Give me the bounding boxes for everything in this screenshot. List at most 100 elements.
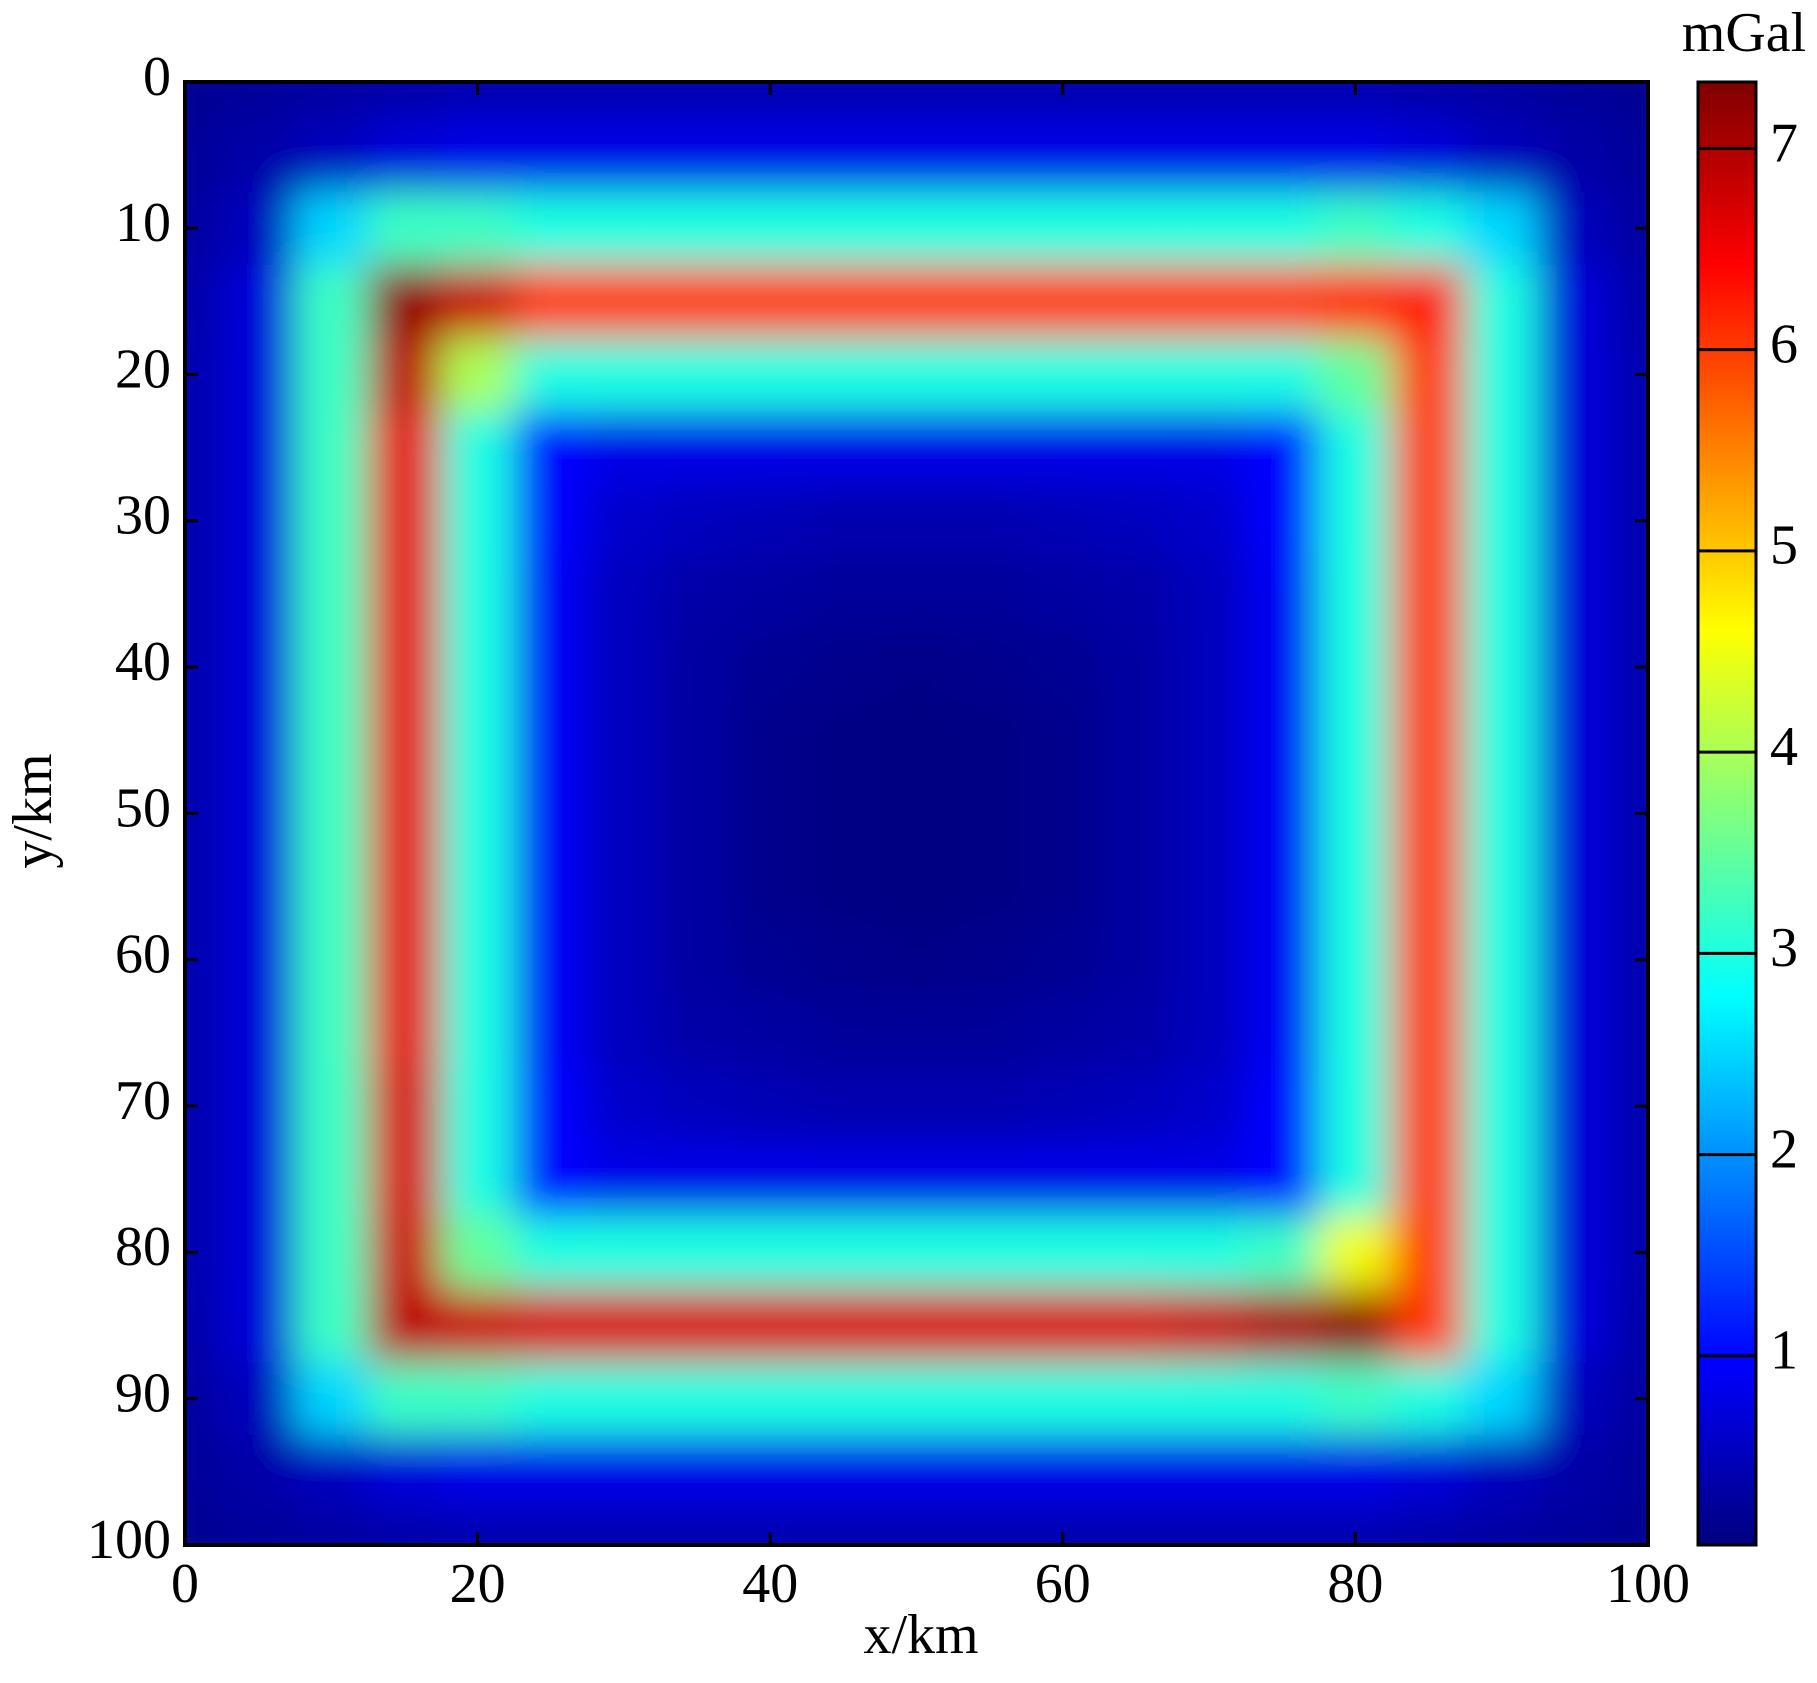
heatmap-cell: [1318, 776, 1393, 851]
heatmap-cell: [294, 1069, 369, 1144]
heatmap-cell: [1465, 996, 1539, 1071]
heatmap-cell: [806, 118, 881, 193]
heatmap-cell: [221, 484, 296, 558]
heatmap-cell: [441, 850, 515, 924]
heatmap-cell: [806, 1508, 881, 1545]
heatmap-cell: [441, 1435, 515, 1509]
heatmap-cell: [441, 1142, 515, 1217]
heatmap-cell: [587, 82, 661, 120]
heatmap-cell: [1099, 557, 1174, 632]
heatmap-cell: [1099, 484, 1174, 558]
heatmap-cell: [587, 1215, 661, 1290]
heatmap-cell: [1391, 703, 1466, 778]
heatmap-cell: [1391, 82, 1466, 120]
heatmap-cell: [221, 338, 296, 412]
plot-area: [185, 82, 1648, 1545]
heatmap-cell: [1026, 118, 1100, 193]
heatmap-cell: [1099, 630, 1174, 705]
heatmap-cell: [294, 118, 369, 193]
heatmap-cell: [733, 191, 808, 266]
heatmap-cell: [294, 630, 369, 705]
heatmap-cell: [1391, 996, 1466, 1071]
heatmap-cell: [1172, 264, 1247, 339]
heatmap-cell: [1099, 996, 1174, 1071]
x-tick-label: 80: [1327, 1553, 1383, 1615]
heatmap-cell: [806, 1142, 881, 1217]
heatmap-cell: [1172, 557, 1247, 632]
heatmap-cell: [514, 850, 588, 924]
heatmap-cell: [294, 1288, 369, 1363]
heatmap-cell: [367, 703, 442, 778]
heatmap-cell: [879, 1508, 954, 1545]
heatmap-cell: [879, 1069, 954, 1144]
heatmap-cell: [514, 1508, 588, 1545]
heatmap-cell: [806, 630, 881, 705]
heatmap-cell: [1318, 923, 1393, 997]
heatmap-cell: [1611, 557, 1648, 632]
colorbar-tick-label: 1: [1770, 1320, 1798, 1382]
heatmap-cell: [733, 264, 808, 339]
heatmap-cell: [1099, 1362, 1174, 1436]
heatmap-cell: [1611, 703, 1648, 778]
heatmap-cell: [806, 484, 881, 558]
heatmap-cell: [221, 411, 296, 485]
heatmap-cell: [367, 1069, 442, 1144]
y-tick-label: 100: [87, 1509, 171, 1571]
heatmap-cell: [1172, 1508, 1247, 1545]
heatmap-cell: [1538, 1142, 1612, 1217]
y-tick-label: 80: [115, 1216, 171, 1278]
heatmap-cell: [1099, 1435, 1174, 1509]
colorbar: [1696, 80, 1758, 1547]
heatmap-cell: [294, 1142, 369, 1217]
heatmap-cell: [953, 996, 1027, 1071]
colorbar-tick-label: 6: [1770, 313, 1798, 375]
heatmap-cell: [514, 1069, 588, 1144]
heatmap-cell: [367, 1362, 442, 1436]
heatmap-cell: [953, 118, 1027, 193]
heatmap-cell: [1172, 1288, 1247, 1363]
heatmap-cell: [806, 1435, 881, 1509]
heatmap-cell: [587, 338, 661, 412]
heatmap-cell: [806, 1362, 881, 1436]
heatmap-cell: [1391, 557, 1466, 632]
heatmap-cell: [1245, 1288, 1320, 1363]
heatmap-cell: [733, 996, 808, 1071]
heatmap-cell: [514, 923, 588, 997]
heatmap-cell: [1318, 1362, 1393, 1436]
heatmap-cell: [587, 191, 661, 266]
heatmap-cell: [1538, 82, 1612, 120]
heatmap-cell: [879, 850, 954, 924]
heatmap-cell: [221, 1362, 296, 1436]
heatmap-cell: [1465, 703, 1539, 778]
heatmap-cell: [733, 484, 808, 558]
heatmap-cell: [1611, 82, 1648, 120]
heatmap-cell: [1245, 338, 1320, 412]
heatmap-cell: [294, 191, 369, 266]
heatmap-cell: [660, 1288, 735, 1363]
heatmap-cell: [879, 264, 954, 339]
heatmap-cell: [294, 264, 369, 339]
heatmap-cell: [1245, 557, 1320, 632]
heatmap-cell: [1026, 264, 1100, 339]
heatmap-cell: [514, 776, 588, 851]
colorbar-tick-label: 3: [1770, 917, 1798, 979]
heatmap-cell: [221, 703, 296, 778]
heatmap-cell: [1318, 703, 1393, 778]
heatmap-cell: [660, 850, 735, 924]
heatmap-cell: [953, 557, 1027, 632]
heatmap-cell: [1099, 82, 1174, 120]
heatmap-cell: [733, 338, 808, 412]
heatmap-cell: [514, 118, 588, 193]
heatmap-cell: [1538, 1362, 1612, 1436]
heatmap-cell: [953, 411, 1027, 485]
heatmap-cell: [879, 1362, 954, 1436]
heatmap-cell: [660, 82, 735, 120]
heatmap-cell: [1318, 338, 1393, 412]
heatmap-cell: [879, 923, 954, 997]
heatmap-cell: [441, 996, 515, 1071]
heatmap-cell: [367, 82, 442, 120]
heatmap-cell: [733, 411, 808, 485]
y-tick-label: 0: [143, 46, 171, 108]
heatmap-cell: [1538, 1435, 1612, 1509]
